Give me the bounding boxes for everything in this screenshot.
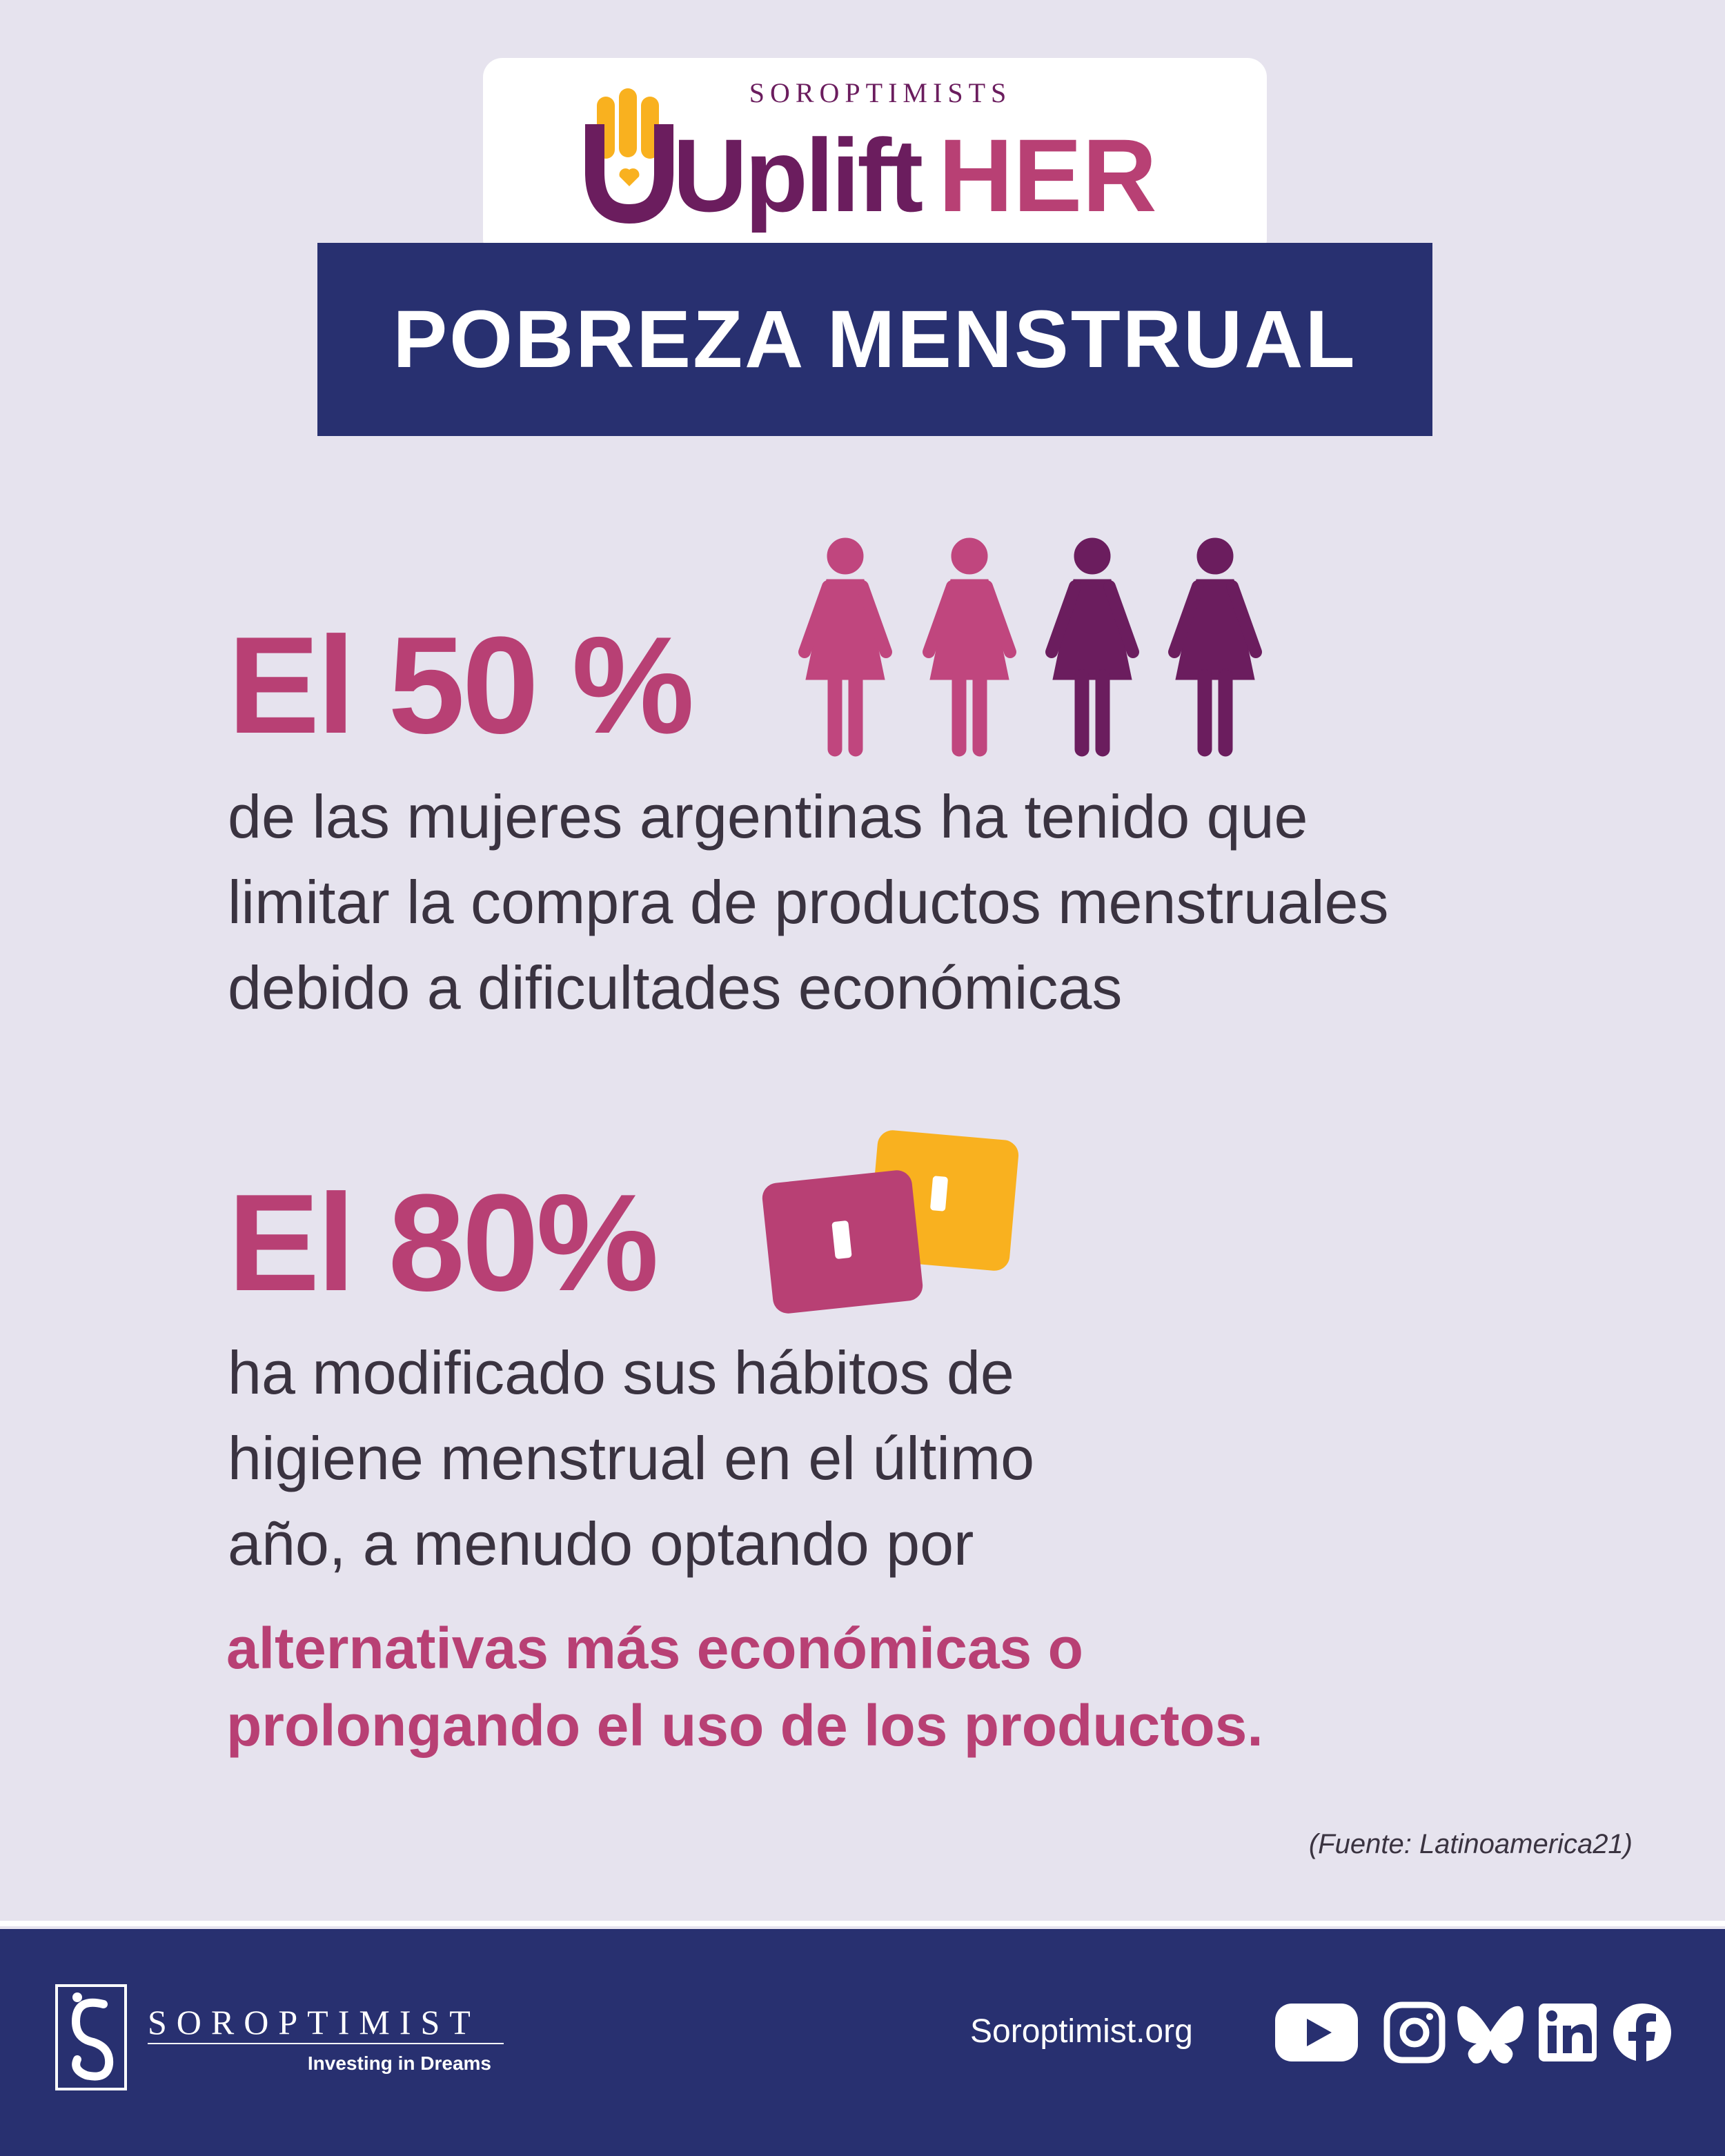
stat-headline: El 50 % <box>228 609 691 762</box>
social-icons <box>1275 2001 1671 2064</box>
title: POBREZA MENSTRUAL <box>393 294 1357 385</box>
org-tagline: Investing in Dreams <box>308 2053 491 2074</box>
org-logo <box>55 1984 127 2090</box>
stat-highlight: alternativas más económicas o <box>226 1616 1083 1681</box>
hand-icon <box>585 88 673 224</box>
footer <box>0 1929 1725 2156</box>
stat-text: higiene menstrual en el último <box>228 1424 1034 1492</box>
stat-highlight: prolongando el uso de los productos. <box>226 1693 1263 1758</box>
youtube-icon[interactable] <box>1275 2004 1358 2061</box>
stat-text: de las mujeres argentinas ha tenido que <box>228 782 1308 851</box>
divider <box>0 1921 1725 1926</box>
title-box <box>317 243 1432 436</box>
logo-accent: HER <box>938 117 1157 233</box>
stat-text: limitar la compra de productos menstrual… <box>228 868 1388 936</box>
source: (Fuente: Latinoamerica21) <box>1309 1829 1633 1859</box>
stat-text: año, a menudo optando por <box>228 1510 974 1578</box>
pads-icon <box>762 1130 1019 1314</box>
brand-small: SOROPTIMISTS <box>749 77 1012 108</box>
stat-headline: El 80% <box>228 1166 656 1320</box>
instagram-icon[interactable] <box>1383 2001 1446 2064</box>
logo-text: Uplift <box>673 117 923 233</box>
website[interactable]: Soroptimist.org <box>970 2013 1193 2050</box>
facebook-icon[interactable] <box>1613 2004 1671 2063</box>
stat-text: ha modificado sus hábitos de <box>228 1338 1014 1407</box>
org-name: SOROPTIMIST <box>148 2003 480 2041</box>
linkedin-icon[interactable] <box>1539 2004 1597 2061</box>
stat-text: debido a dificultades económicas <box>228 953 1122 1022</box>
logo-box <box>483 58 1267 258</box>
bluesky-icon[interactable] <box>1457 2006 1524 2064</box>
logo-main: Uplift <box>673 117 923 233</box>
